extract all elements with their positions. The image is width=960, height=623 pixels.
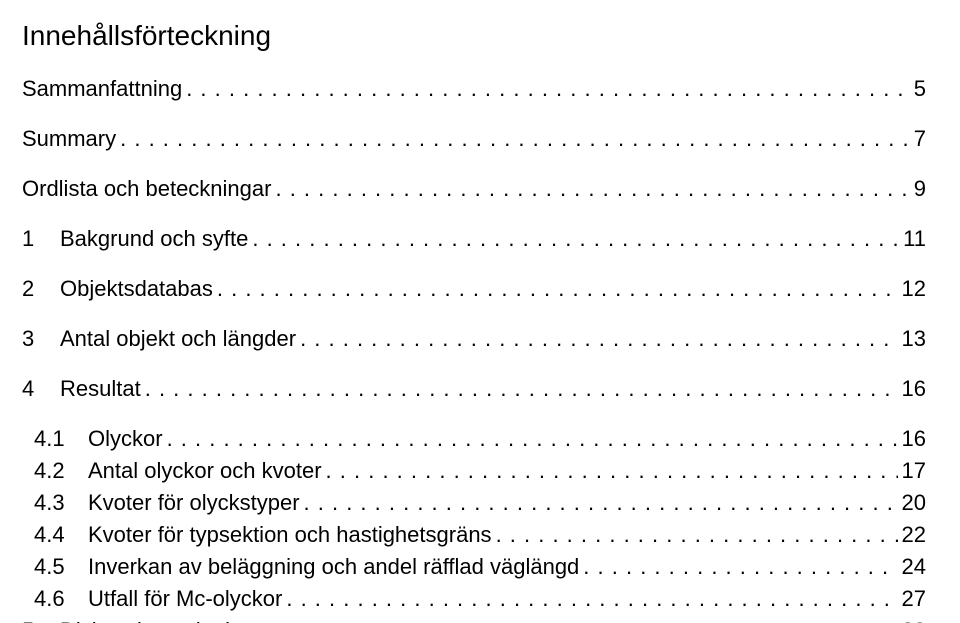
toc-entry: 4.2 Antal olyckor och kvoter . . . . . .… xyxy=(22,458,926,484)
toc-entry: Ordlista och beteckningar . . . . . . . … xyxy=(22,176,926,202)
toc-dots: . . . . . . . . . . . . . . . . . . . . … xyxy=(583,554,897,580)
toc-num: 4.4 xyxy=(34,522,88,548)
toc-entry: 4 Resultat . . . . . . . . . . . . . . .… xyxy=(22,376,926,402)
toc-page: 7 xyxy=(914,126,926,152)
toc-page: 5 xyxy=(914,76,926,102)
toc-entry: 3 Antal objekt och längder . . . . . . .… xyxy=(22,326,926,352)
toc-page: 28 xyxy=(902,618,926,623)
toc-list: Sammanfattning . . . . . . . . . . . . .… xyxy=(22,76,926,623)
toc-page: 24 xyxy=(902,554,926,580)
toc-page: 17 xyxy=(902,458,926,484)
toc-entry: 1 Bakgrund och syfte . . . . . . . . . .… xyxy=(22,226,926,252)
toc-page: 16 xyxy=(902,426,926,452)
toc-num: 1 xyxy=(22,226,60,252)
toc-entry: 4.6 Utfall för Mc-olyckor . . . . . . . … xyxy=(22,586,926,612)
toc-num: 4.6 xyxy=(34,586,88,612)
toc-entry: 2 Objektsdatabas . . . . . . . . . . . .… xyxy=(22,276,926,302)
toc-entry: 4.4 Kvoter för typsektion och hastighets… xyxy=(22,522,926,548)
toc-label: Bakgrund och syfte xyxy=(60,226,248,252)
toc-entry: 4.1 Olyckor . . . . . . . . . . . . . . … xyxy=(22,426,926,452)
toc-page: 20 xyxy=(902,490,926,516)
toc-page: 22 xyxy=(902,522,926,548)
toc-dots: . . . . . . . . . . . . . . . . . . . . … xyxy=(286,586,897,612)
toc-page: Innehållsförteckning Sammanfattning . . … xyxy=(0,0,960,623)
toc-label: Inverkan av beläggning och andel räfflad… xyxy=(88,554,579,580)
toc-dots: . . . . . . . . . . . . . . . . . . . . … xyxy=(496,522,898,548)
toc-dots: . . . . . . . . . . . . . . . . . . . . … xyxy=(120,126,910,152)
toc-dots: . . . . . . . . . . . . . . . . . . . . … xyxy=(217,276,898,302)
toc-label: Kvoter för typsektion och hastighetsgrän… xyxy=(88,522,492,548)
toc-label: Utfall för Mc-olyckor xyxy=(88,586,282,612)
toc-page: 13 xyxy=(902,326,926,352)
toc-entry: 4.3 Kvoter för olyckstyper . . . . . . .… xyxy=(22,490,926,516)
toc-num: 4.5 xyxy=(34,554,88,580)
toc-num: 4.2 xyxy=(34,458,88,484)
toc-label: Kvoter för olyckstyper xyxy=(88,490,300,516)
toc-label: Summary xyxy=(22,126,116,152)
toc-num: 4.1 xyxy=(34,426,88,452)
toc-num: 4.3 xyxy=(34,490,88,516)
toc-label: Olyckor xyxy=(88,426,163,452)
toc-entry: 4.5 Inverkan av beläggning och andel räf… xyxy=(22,554,926,580)
toc-entry: 5 Diskussion och slutsatser . . . . . . … xyxy=(22,618,926,623)
toc-dots: . . . . . . . . . . . . . . . . . . . . … xyxy=(167,426,898,452)
toc-label: Sammanfattning xyxy=(22,76,182,102)
toc-dots: . . . . . . . . . . . . . . . . . . . . … xyxy=(304,490,898,516)
toc-label: Antal olyckor och kvoter xyxy=(88,458,322,484)
toc-entry: Summary . . . . . . . . . . . . . . . . … xyxy=(22,126,926,152)
toc-page: 9 xyxy=(914,176,926,202)
toc-page: 16 xyxy=(902,376,926,402)
toc-page: 11 xyxy=(903,226,926,252)
toc-dots: . . . . . . . . . . . . . . . . . . . . … xyxy=(145,376,898,402)
toc-page: 12 xyxy=(902,276,926,302)
toc-num: 2 xyxy=(22,276,60,302)
toc-label: Objektsdatabas xyxy=(60,276,213,302)
toc-num: 4 xyxy=(22,376,60,402)
toc-dots: . . . . . . . . . . . . . . . . . . . . … xyxy=(326,458,898,484)
toc-num: 5 xyxy=(22,618,60,623)
toc-dots: . . . . . . . . . . . . . . . . . . . . … xyxy=(275,176,909,202)
toc-dots: . . . . . . . . . . . . . . . . . . . . … xyxy=(252,226,899,252)
toc-dots: . . . . . . . . . . . . . . . . . . . . … xyxy=(312,618,897,623)
toc-entry: Sammanfattning . . . . . . . . . . . . .… xyxy=(22,76,926,102)
toc-label: Antal objekt och längder xyxy=(60,326,296,352)
toc-page: 27 xyxy=(902,586,926,612)
toc-dots: . . . . . . . . . . . . . . . . . . . . … xyxy=(186,76,910,102)
toc-dots: . . . . . . . . . . . . . . . . . . . . … xyxy=(300,326,897,352)
toc-num: 3 xyxy=(22,326,60,352)
toc-label: Resultat xyxy=(60,376,141,402)
page-title: Innehållsförteckning xyxy=(22,20,926,52)
toc-label: Diskussion och slutsatser xyxy=(60,618,308,623)
toc-label: Ordlista och beteckningar xyxy=(22,176,271,202)
